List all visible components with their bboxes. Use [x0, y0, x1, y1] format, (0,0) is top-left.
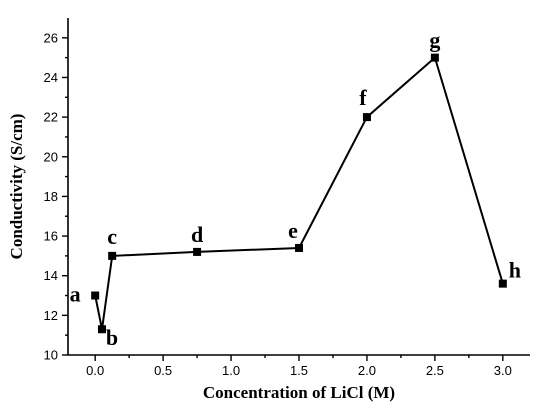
x-tick-label: 0.0 — [86, 363, 104, 378]
point-label: a — [70, 282, 81, 307]
data-point — [362, 113, 371, 122]
x-tick-label: 3.0 — [494, 363, 512, 378]
y-tick-label: 20 — [44, 149, 58, 164]
series-line — [94, 55, 504, 330]
data-point — [498, 279, 507, 288]
x-tick-label: 2.0 — [358, 363, 376, 378]
point-label: d — [191, 222, 203, 247]
point-label: c — [107, 224, 117, 249]
y-axis-title: Conductivity (S/cm) — [7, 114, 26, 260]
y-tick-label: 10 — [44, 348, 58, 363]
y-tick-label: 24 — [44, 70, 58, 85]
data-point — [295, 243, 303, 252]
y-tick-label: 18 — [44, 189, 58, 204]
y-tick-label: 22 — [44, 110, 58, 125]
data-point — [91, 291, 100, 300]
x-axis-title: Concentration of LiCl (M) — [203, 383, 395, 402]
y-tick-label: 12 — [44, 308, 58, 323]
point-label: e — [288, 218, 298, 243]
x-tick-label: 0.5 — [154, 363, 172, 378]
point-label: h — [509, 258, 521, 283]
data-point — [97, 325, 106, 334]
data-point — [193, 247, 202, 256]
x-tick-label: 1.5 — [290, 363, 308, 378]
point-label: b — [106, 325, 118, 350]
point-label: g — [429, 28, 440, 53]
x-tick-label: 2.5 — [426, 363, 444, 378]
data-point — [430, 53, 439, 62]
data-point — [108, 251, 117, 260]
x-tick-label: 1.0 — [222, 363, 240, 378]
y-tick-label: 14 — [44, 268, 58, 283]
y-tick-label: 26 — [44, 30, 58, 45]
point-label: f — [359, 85, 367, 110]
plot-area: 10 12 14 16 18 20 22 24 26 0.0 0.5 1.0 1.5 2.0 2.5 3.0 a… — [44, 18, 530, 378]
y-tick-label: 16 — [44, 229, 58, 244]
